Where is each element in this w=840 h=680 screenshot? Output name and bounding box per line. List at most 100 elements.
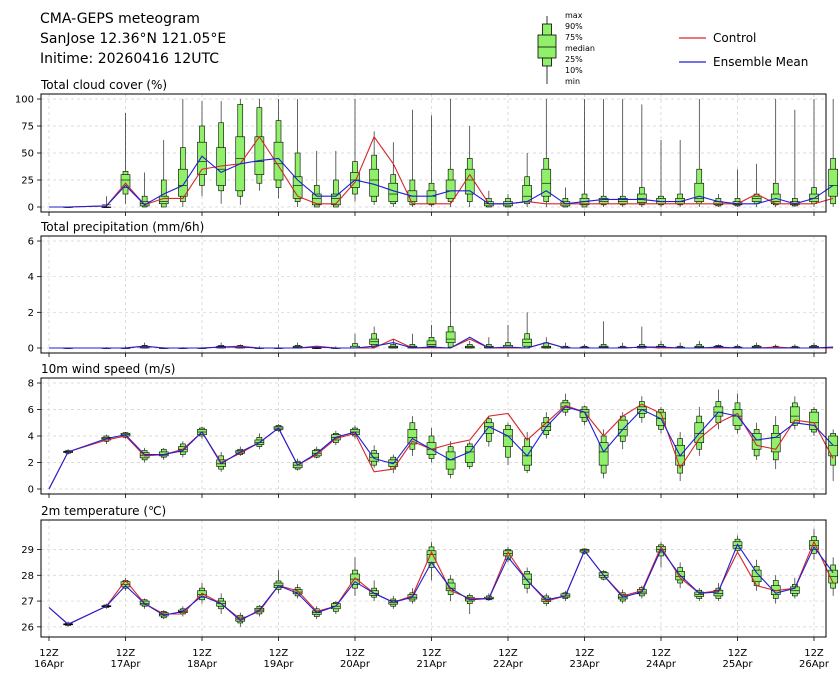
box-mark <box>617 412 628 450</box>
box-p25-p75 <box>809 411 819 430</box>
panel-title-wind: 10m wind speed (m/s) <box>41 362 175 376</box>
box-mark <box>311 150 322 208</box>
box-mark <box>751 342 762 349</box>
box-p25-p75 <box>751 569 762 583</box>
ytick-label: 8 <box>28 379 34 390</box>
box-mark <box>388 339 399 349</box>
box-mark <box>503 194 513 208</box>
box-p25-p75 <box>445 451 456 470</box>
box-mark <box>637 104 647 207</box>
panel-title-precip: Total precipitation (mm/6h) <box>40 220 204 234</box>
box-mark <box>828 429 838 482</box>
box-mark <box>464 441 475 470</box>
box-mark <box>503 422 513 466</box>
legend-mean-label: Ensemble Mean <box>713 55 809 69</box>
box-p25-p75 <box>292 176 303 199</box>
box-p25-p75 <box>579 409 590 418</box>
box-mark <box>139 342 150 349</box>
ytick-label: 0 <box>28 203 34 214</box>
box-p25-p75 <box>369 168 379 197</box>
control-series-line <box>48 540 834 625</box>
xtick-label-time: 12Z <box>269 648 289 659</box>
box-mark <box>732 169 743 207</box>
box-mark <box>637 326 647 349</box>
mean-series-line <box>48 406 834 490</box>
box-mark <box>254 99 265 191</box>
box-mark <box>331 150 341 208</box>
box-mark <box>541 99 552 207</box>
box-p25-p75 <box>617 419 628 437</box>
ytick-label: 25 <box>21 176 34 187</box>
xtick-label-time: 12Z <box>804 648 824 659</box>
box-mark <box>675 342 685 349</box>
xtick-label-time: 12Z <box>498 648 518 659</box>
xtick-label-date: 16Apr <box>34 659 65 670</box>
box-mark <box>828 99 838 207</box>
box-key-min: min <box>565 77 581 86</box>
box-mark <box>464 593 475 614</box>
ytick-label: 100 <box>15 95 34 106</box>
box-mark <box>617 342 628 349</box>
box-mark <box>598 99 609 207</box>
box-p25-p75 <box>751 433 762 450</box>
box-mark <box>445 237 456 348</box>
box-mark <box>369 131 379 205</box>
box-mark <box>426 324 437 349</box>
panel-temp: 2m temperature (℃) 26 27 28 29 <box>21 504 838 641</box>
panel-wind: 10m wind speed (m/s) 0 2 4 6 8 <box>28 362 838 498</box>
box-mark <box>464 126 475 207</box>
ytick-label: 4 <box>28 432 34 443</box>
panel-title-temp: 2m temperature (℃) <box>41 504 166 518</box>
box-p25-p75 <box>407 429 418 445</box>
box-mark <box>120 113 131 204</box>
ytick-label: 27 <box>21 597 34 608</box>
box-mark <box>254 433 265 450</box>
box-mark <box>809 528 819 560</box>
box-mark <box>694 406 705 456</box>
box-mark <box>350 333 360 349</box>
xtick-label-date: 22Apr <box>493 659 524 670</box>
box-mark <box>426 541 437 581</box>
xtick-label-date: 21Apr <box>416 659 447 670</box>
box-key-p10: 10% <box>565 66 583 75</box>
ytick-label: 6 <box>28 237 34 248</box>
box-p25-p75 <box>522 185 532 202</box>
box-p25-p75 <box>445 179 456 199</box>
x-axis-labels: 12Z16Apr12Z17Apr12Z18Apr12Z19Apr12Z20Apr… <box>34 648 830 670</box>
box-p25-p75 <box>598 442 609 466</box>
box-mark <box>426 115 437 207</box>
xtick-label-date: 26Apr <box>799 659 830 670</box>
panel-cloud: Total cloud cover (%) 0 25 50 75 100 <box>15 78 838 216</box>
box-mark <box>369 326 379 348</box>
mean-series-line <box>49 336 834 349</box>
box-p25-p75 <box>751 195 762 202</box>
box-p25-p75 <box>101 206 112 208</box>
xtick-label-time: 12Z <box>651 648 671 659</box>
xtick-label-date: 18Apr <box>187 659 218 670</box>
xtick-label-date: 23Apr <box>569 659 600 670</box>
box-mark <box>522 312 532 349</box>
control-series-line <box>49 135 834 208</box>
box-p25-p75 <box>828 168 838 197</box>
ytick-label: 26 <box>21 622 34 633</box>
box-mark <box>464 340 475 349</box>
box-mark <box>350 557 360 596</box>
box-p25-p75 <box>273 141 284 181</box>
xtick-label-date: 17Apr <box>110 659 141 670</box>
xtick-label-time: 12Z <box>728 648 748 659</box>
box-p25-p75 <box>828 435 838 457</box>
box-mark <box>273 99 284 199</box>
ytick-label: 2 <box>28 458 34 469</box>
legend-box-inner <box>537 34 557 59</box>
panel-frame-precip <box>40 235 827 354</box>
box-mark <box>694 99 705 207</box>
box-p25-p75 <box>120 174 131 188</box>
box-p25-p75 <box>426 340 437 347</box>
box-mark <box>751 422 762 460</box>
xtick-label-time: 12Z <box>116 648 136 659</box>
box-p25-p75 <box>178 168 188 197</box>
box-key-max: max <box>565 11 583 20</box>
box-p25-p75 <box>388 182 399 202</box>
mean-series-line <box>49 155 834 208</box>
